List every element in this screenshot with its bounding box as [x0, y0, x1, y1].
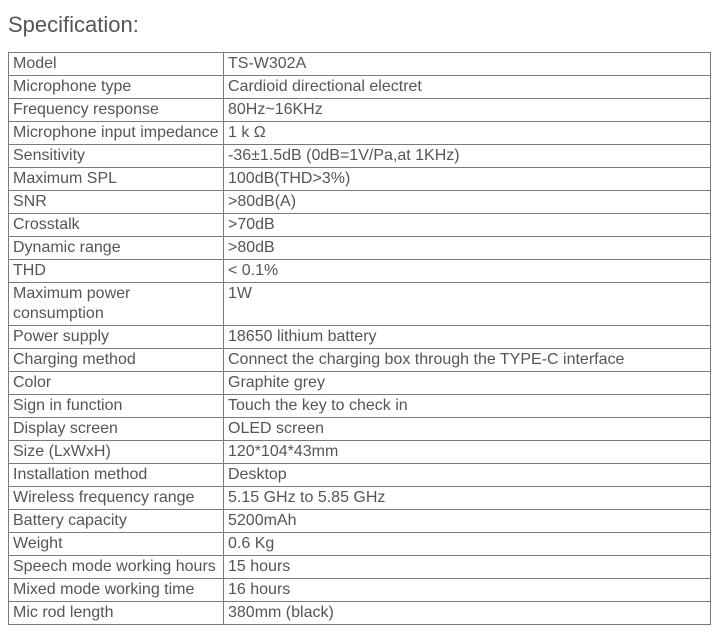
spec-value: 5200mAh [224, 510, 711, 533]
spec-value: >70dB [224, 214, 711, 237]
spec-value: -36±1.5dB (0dB=1V/Pa,at 1KHz) [224, 145, 711, 168]
table-row: Mixed mode working time16 hours [9, 579, 711, 602]
spec-value: 380mm (black) [224, 602, 711, 625]
spec-label: Microphone type [9, 76, 224, 99]
spec-label: Wireless frequency range [9, 487, 224, 510]
table-row: Microphone typeCardioid directional elec… [9, 76, 711, 99]
spec-value: >80dB [224, 237, 711, 260]
spec-value: 18650 lithium battery [224, 326, 711, 349]
spec-value: 5.15 GHz to 5.85 GHz [224, 487, 711, 510]
table-row: Power supply18650 lithium battery [9, 326, 711, 349]
spec-value: 0.6 Kg [224, 533, 711, 556]
spec-value: >80dB(A) [224, 191, 711, 214]
spec-label: SNR [9, 191, 224, 214]
table-row: Sensitivity-36±1.5dB (0dB=1V/Pa,at 1KHz) [9, 145, 711, 168]
spec-label: THD [9, 260, 224, 283]
spec-label: Mic rod length [9, 602, 224, 625]
table-row: Charging methodConnect the charging box … [9, 349, 711, 372]
table-row: Frequency response80Hz~16KHz [9, 99, 711, 122]
table-row: Dynamic range>80dB [9, 237, 711, 260]
spec-label: Display screen [9, 418, 224, 441]
table-row: Sign in functionTouch the key to check i… [9, 395, 711, 418]
table-row: Installation methodDesktop [9, 464, 711, 487]
spec-label: Speech mode working hours [9, 556, 224, 579]
spec-value: Desktop [224, 464, 711, 487]
spec-value: OLED screen [224, 418, 711, 441]
spec-value: 80Hz~16KHz [224, 99, 711, 122]
table-row: ModelTS-W302A [9, 53, 711, 76]
spec-value: 1 k Ω [224, 122, 711, 145]
spec-value: TS-W302A [224, 53, 711, 76]
table-row: Crosstalk>70dB [9, 214, 711, 237]
spec-value: 120*104*43mm [224, 441, 711, 464]
spec-label: Sign in function [9, 395, 224, 418]
spec-label: Dynamic range [9, 237, 224, 260]
table-row: THD< 0.1% [9, 260, 711, 283]
table-row: Weight0.6 Kg [9, 533, 711, 556]
table-row: Size (LxWxH)120*104*43mm [9, 441, 711, 464]
table-row: Maximum power consumption1W [9, 283, 711, 326]
spec-value: Graphite grey [224, 372, 711, 395]
spec-label: Maximum power consumption [9, 283, 224, 326]
spec-label: Crosstalk [9, 214, 224, 237]
table-row: Battery capacity5200mAh [9, 510, 711, 533]
spec-label: Mixed mode working time [9, 579, 224, 602]
table-row: Wireless frequency range5.15 GHz to 5.85… [9, 487, 711, 510]
spec-label: Sensitivity [9, 145, 224, 168]
spec-label: Power supply [9, 326, 224, 349]
spec-value: Cardioid directional electret [224, 76, 711, 99]
table-row: Microphone input impedance1 k Ω [9, 122, 711, 145]
table-row: Speech mode working hours15 hours [9, 556, 711, 579]
spec-value: 16 hours [224, 579, 711, 602]
spec-label: Battery capacity [9, 510, 224, 533]
table-row: Mic rod length380mm (black) [9, 602, 711, 625]
spec-label: Installation method [9, 464, 224, 487]
spec-value: Connect the charging box through the TYP… [224, 349, 711, 372]
spec-value: 15 hours [224, 556, 711, 579]
spec-label: Color [9, 372, 224, 395]
spec-value: 1W [224, 283, 711, 326]
table-row: Maximum SPL100dB(THD>3%) [9, 168, 711, 191]
spec-label: Model [9, 53, 224, 76]
spec-label: Maximum SPL [9, 168, 224, 191]
table-row: SNR>80dB(A) [9, 191, 711, 214]
spec-label: Weight [9, 533, 224, 556]
spec-label: Charging method [9, 349, 224, 372]
table-row: ColorGraphite grey [9, 372, 711, 395]
spec-value: < 0.1% [224, 260, 711, 283]
spec-label: Size (LxWxH) [9, 441, 224, 464]
table-row: Display screenOLED screen [9, 418, 711, 441]
specification-table: ModelTS-W302AMicrophone typeCardioid dir… [8, 52, 711, 625]
spec-value: Touch the key to check in [224, 395, 711, 418]
spec-label: Frequency response [9, 99, 224, 122]
specification-table-body: ModelTS-W302AMicrophone typeCardioid dir… [9, 53, 711, 625]
spec-value: 100dB(THD>3%) [224, 168, 711, 191]
page-title: Specification: [8, 12, 711, 38]
spec-label: Microphone input impedance [9, 122, 224, 145]
